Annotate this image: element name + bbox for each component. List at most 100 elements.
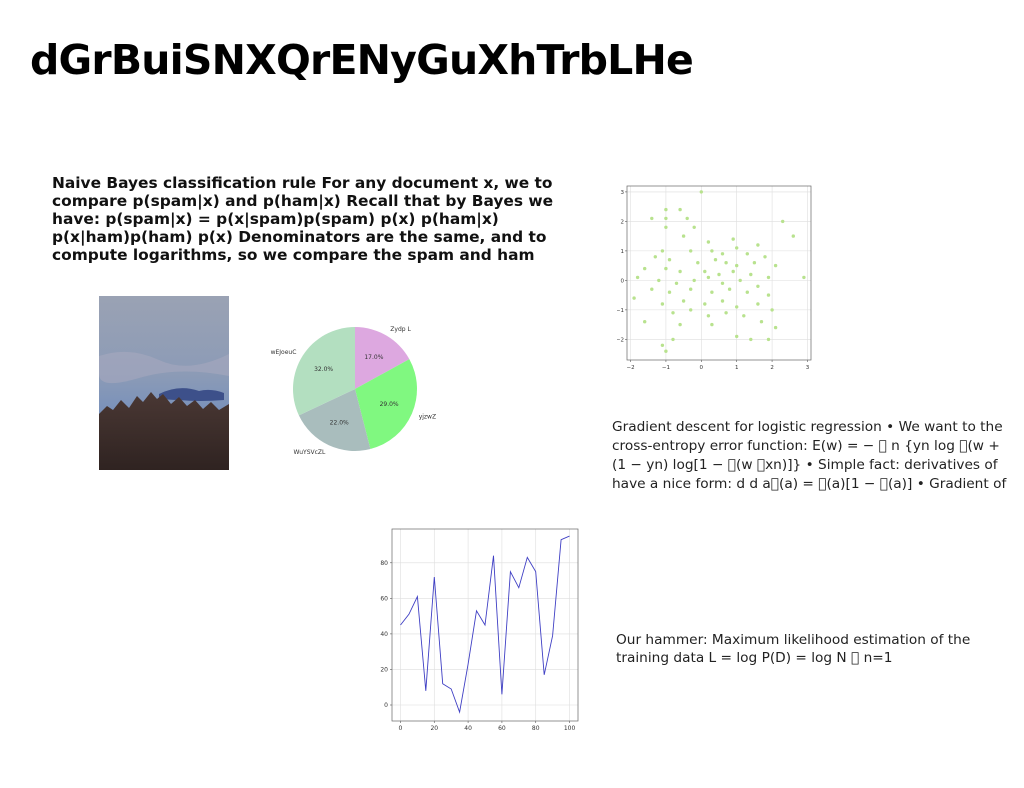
scatter-point (735, 305, 739, 309)
scatter-point (689, 287, 693, 291)
scatter-point (713, 258, 718, 262)
scatter-point (766, 275, 771, 280)
hammer-text: Our hammer: Maximum likelihood estimatio… (616, 632, 971, 666)
scatter-point (717, 272, 721, 277)
pie-chart-svg: 17.0% Zydp L 29.0% yjzwZ 22.0% WuYSVcZL 32.0% w… (271, 326, 437, 456)
gradient-descent-text: Gradient descent for logistic regression… (612, 419, 1007, 492)
scatter-point (653, 255, 657, 259)
scatter-point (763, 255, 767, 259)
scatter-point (671, 337, 675, 342)
scatter-point (664, 216, 668, 221)
scatter-point (650, 287, 654, 291)
scatter-point (720, 252, 725, 256)
line-xtick-label: 40 (464, 725, 472, 732)
scatter-point (706, 240, 711, 244)
scatter-point (692, 225, 696, 229)
scatter-ytick-label: −1 (617, 308, 624, 314)
scatter-ytick-label: 2 (621, 219, 625, 225)
line-series (400, 535, 570, 714)
scatter-point (660, 249, 665, 253)
scatter-point (745, 252, 749, 256)
scatter-point (720, 299, 725, 303)
pie-slice (355, 327, 410, 389)
scatter-point (689, 308, 693, 312)
scatter-xtick-label: 2 (770, 365, 774, 371)
scatter-point (692, 278, 696, 283)
pie-category-label: wEJoeuC (271, 349, 297, 356)
scatter-ytick-label: −2 (617, 337, 624, 343)
scatter-point (689, 249, 693, 253)
line-xtick-label: 0 (399, 725, 403, 732)
pie-slice (355, 359, 417, 450)
scatter-point (678, 322, 682, 327)
scatter-point (632, 296, 636, 300)
scatter-point (664, 225, 668, 229)
line-ytick-label: 0 (384, 702, 388, 709)
line-ytick-label: 20 (380, 666, 388, 673)
scatter-chart: −2 −1 0 1 2 3 −2 −1 0 1 2 3 (617, 181, 817, 377)
scatter-point (745, 290, 749, 294)
scatter-point (706, 314, 711, 318)
scatter-point (635, 275, 640, 280)
scatter-point (756, 302, 760, 306)
scatter-point (696, 261, 700, 265)
mountain-ridge (99, 392, 229, 470)
scatter-point (664, 207, 668, 212)
scatter-point (671, 311, 675, 315)
scatter-point (724, 311, 728, 315)
scatter-point (674, 281, 679, 285)
pie-value-label: 32.0% (314, 366, 333, 373)
scatter-point (667, 290, 672, 294)
line-xtick-label: 80 (532, 725, 540, 732)
mountain-photo-svg (99, 296, 229, 470)
dark-cloud (159, 388, 224, 401)
scatter-point (710, 249, 714, 253)
scatter-point (678, 207, 682, 212)
scatter-point (791, 234, 795, 238)
scatter-point (749, 337, 753, 342)
scatter-point (756, 243, 760, 247)
scatter-point (643, 266, 647, 271)
scatter-point (727, 287, 732, 291)
scatter-xtick-label: −1 (662, 365, 670, 371)
scatter-point (681, 234, 686, 238)
scatter-chart-svg: −2 −1 0 1 2 3 −2 −1 0 1 2 3 (617, 185, 812, 371)
scatter-point (770, 308, 774, 312)
scatter-point (720, 281, 725, 285)
scatter-point (766, 337, 771, 342)
pie-value-label: 22.0% (330, 420, 349, 427)
cloud-band (99, 351, 229, 384)
scatter-point (678, 269, 682, 274)
line-ytick-label: 60 (380, 595, 388, 602)
line-ytick-label: 40 (380, 631, 388, 638)
scatter-point (643, 320, 647, 324)
scatter-ytick-label: 3 (621, 190, 625, 196)
line-ytick-label: 80 (380, 560, 388, 567)
scatter-point (703, 302, 707, 306)
line-xtick-label: 100 (564, 725, 576, 732)
scatter-point (781, 219, 785, 224)
line-chart-svg: 0 20 40 60 80 100 0 20 40 60 80 (380, 528, 579, 732)
scatter-point (703, 269, 707, 274)
pie-category-label: yjzwZ (419, 414, 436, 421)
scatter-point (773, 325, 778, 330)
scatter-point (759, 320, 764, 324)
scatter-point (731, 269, 735, 274)
scatter-point (731, 237, 735, 241)
scatter-point (664, 349, 668, 353)
scatter-point (766, 293, 771, 297)
scatter-point (756, 284, 760, 288)
scatter-xtick-label: 3 (806, 365, 810, 371)
slide-title: dGrBuiSNXQrENyGuXhTrbLHe (30, 36, 694, 84)
pie-chart: 17.0% Zydp L 29.0% yjzwZ 22.0% WuYSVcZL 32.0% w… (262, 300, 447, 475)
scatter-point (706, 275, 711, 280)
mountain-photo (99, 296, 229, 470)
scatter-point (667, 258, 672, 262)
scatter-point (735, 246, 739, 250)
scatter-point (660, 343, 665, 347)
line-axes-frame (391, 528, 579, 722)
scatter-point (664, 266, 668, 271)
line-chart: 0 20 40 60 80 100 0 20 40 60 80 (368, 524, 584, 736)
scatter-point (802, 275, 806, 280)
pie-value-label: 17.0% (364, 354, 383, 361)
